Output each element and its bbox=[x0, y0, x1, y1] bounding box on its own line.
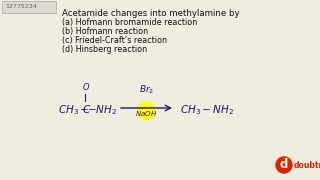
Text: $\mathit{CH_3 - NH_2}$: $\mathit{CH_3 - NH_2}$ bbox=[180, 103, 234, 117]
Text: 12775234: 12775234 bbox=[5, 4, 37, 10]
Circle shape bbox=[276, 157, 292, 173]
Text: doubtnut: doubtnut bbox=[294, 161, 320, 170]
Text: $\mathit{C}$: $\mathit{C}$ bbox=[82, 103, 91, 115]
Text: $\mathit{- NH_2}$: $\mathit{- NH_2}$ bbox=[87, 103, 117, 117]
FancyBboxPatch shape bbox=[2, 1, 56, 13]
Text: Acetamide changes into methylamine by: Acetamide changes into methylamine by bbox=[62, 9, 240, 18]
Text: $\mathit{O}$: $\mathit{O}$ bbox=[82, 81, 90, 92]
Text: (d) Hinsberg reaction: (d) Hinsberg reaction bbox=[62, 45, 147, 54]
Text: $\mathit{Br_2}$: $\mathit{Br_2}$ bbox=[139, 84, 154, 96]
Circle shape bbox=[137, 102, 156, 120]
Text: $\mathit{NaOH}$: $\mathit{NaOH}$ bbox=[135, 109, 157, 118]
Text: d: d bbox=[280, 159, 288, 172]
Text: (a) Hofmann bromamide reaction: (a) Hofmann bromamide reaction bbox=[62, 18, 197, 27]
Text: (b) Hofmann reaction: (b) Hofmann reaction bbox=[62, 27, 148, 36]
Text: (c) Friedel-Craft’s reaction: (c) Friedel-Craft’s reaction bbox=[62, 36, 167, 45]
Text: $\mathit{CH_3-}$: $\mathit{CH_3-}$ bbox=[58, 103, 90, 117]
